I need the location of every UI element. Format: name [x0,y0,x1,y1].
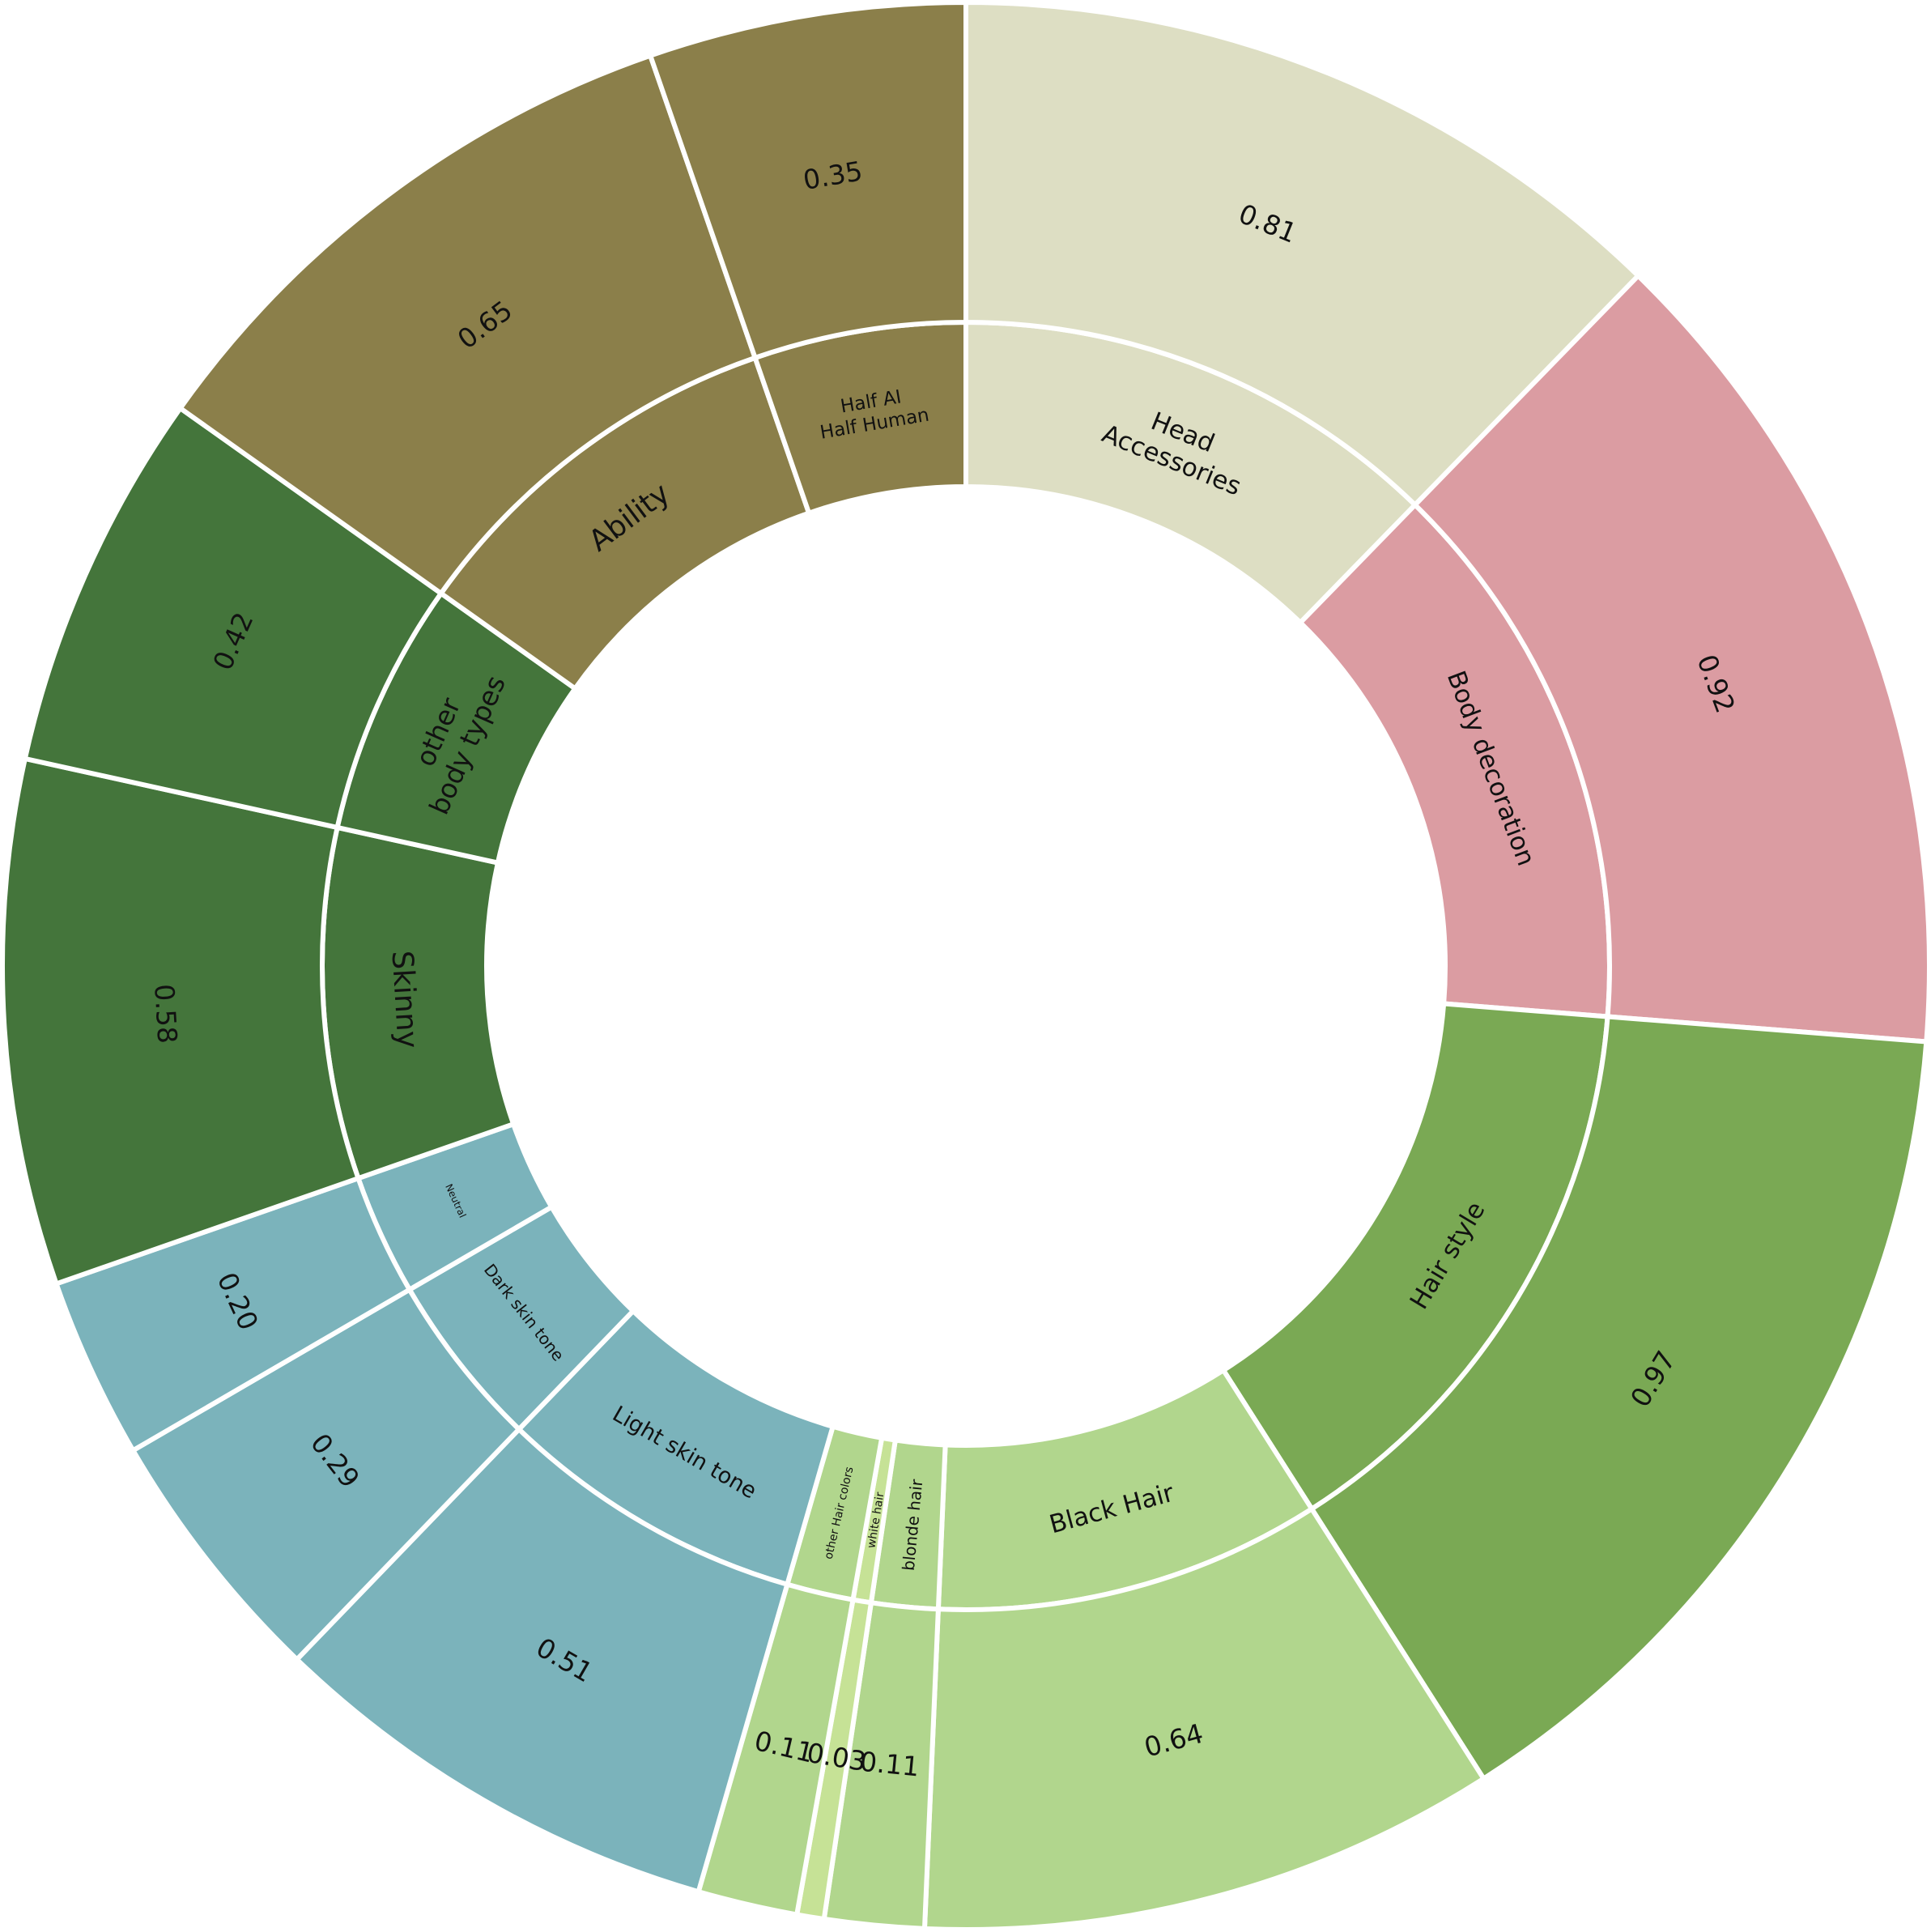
outer-segment-1 [963,0,1642,509]
outer-segment-13 [177,52,759,597]
inner-ring [320,319,1612,1612]
outer-segment-2 [1411,272,1931,1045]
outer-value-label-5: 0.11 [858,1746,921,1783]
inner-label-skinny: Skinny [385,950,424,1049]
outer-value-label-11: 0.58 [148,983,183,1045]
outer-segment-14 [647,0,968,361]
outer-segment-4 [921,1505,1487,1932]
outer-segment-3 [1308,1014,1929,1782]
